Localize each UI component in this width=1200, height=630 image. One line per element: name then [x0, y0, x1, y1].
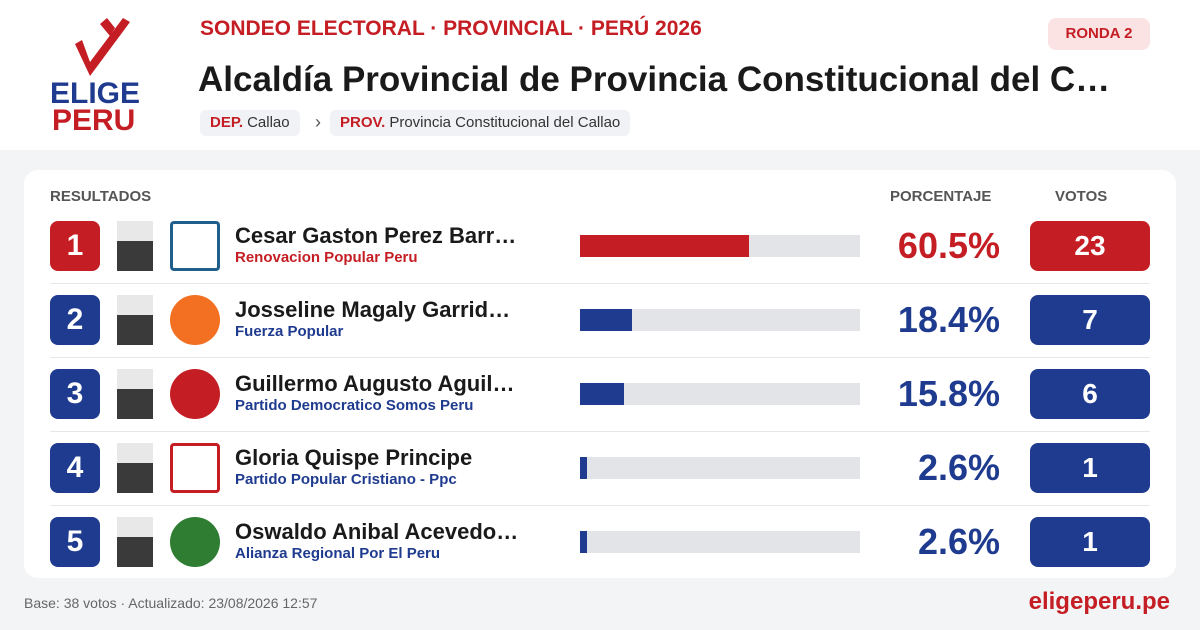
title: Alcaldía Provincial de Provincia Constit…	[198, 60, 1111, 99]
row-separator	[50, 283, 1150, 284]
votes: 23	[1030, 221, 1150, 271]
dep: Callao	[247, 114, 290, 131]
rank: 2	[50, 295, 100, 345]
percentage: 2.6%	[917, 521, 1000, 562]
prov: Provincia Constitucional del Callao	[389, 114, 621, 131]
party-name: Renovacion Popular Peru	[235, 249, 418, 266]
brand-line1: ELIGE	[50, 77, 141, 110]
candidate-name: Cesar Gaston Perez Barr…	[235, 223, 517, 248]
bar-track	[580, 531, 860, 553]
footer-site: eligeperu.pe	[1028, 588, 1170, 615]
row-separator	[50, 505, 1150, 506]
votes: 6	[1030, 369, 1150, 419]
percentage: 2.6%	[917, 447, 1000, 488]
prov-pill: PROV. Provincia Constitucional del Callao	[330, 110, 631, 136]
crumb-sep: ›	[315, 112, 321, 132]
candidate-name: Oswaldo Anibal Acevedo…	[235, 519, 519, 544]
candidate-name: Guillermo Augusto Aguil…	[235, 371, 515, 396]
candidate-photo	[117, 221, 153, 271]
party-logo	[170, 517, 220, 567]
bar-track	[580, 457, 860, 479]
party-name: Alianza Regional Por El Peru	[235, 545, 441, 562]
kicker: SONDEO ELECTORAL · PROVINCIAL · PERÚ 202…	[200, 17, 702, 40]
bar	[580, 309, 632, 331]
bar-track	[580, 309, 860, 331]
dep-label: DEP.	[210, 114, 244, 131]
footer-note: Base: 38 votos · Actualizado: 23/08/2026…	[24, 595, 318, 611]
party-logo	[170, 443, 220, 493]
bar	[580, 457, 588, 479]
bar	[580, 383, 625, 405]
candidate-name: Josseline Magaly Garrid…	[235, 297, 511, 322]
bar-track	[580, 383, 860, 405]
party-name: Partido Democratico Somos Peru	[235, 397, 474, 414]
col-percent: PORCENTAJE	[890, 188, 992, 205]
candidate-photo	[117, 517, 153, 567]
party-name: Partido Popular Cristiano - Ppc	[235, 471, 457, 488]
candidate-photo	[117, 295, 153, 345]
percentage: 15.8%	[897, 373, 1000, 414]
col-votes: VOTOS	[1055, 188, 1108, 205]
percentage: 18.4%	[897, 299, 1000, 340]
rank: 5	[50, 517, 100, 567]
brand-mark	[75, 18, 130, 76]
round-badge: RONDA 2	[1048, 18, 1150, 50]
rank: 1	[50, 221, 100, 271]
row-separator	[50, 357, 1150, 358]
party-logo	[170, 295, 220, 345]
party-logo	[170, 221, 220, 271]
candidate-photo	[117, 443, 153, 493]
candidate-photo	[117, 369, 153, 419]
bar	[580, 531, 588, 553]
votes: 1	[1030, 517, 1150, 567]
rank: 3	[50, 369, 100, 419]
votes: 7	[1030, 295, 1150, 345]
bar	[580, 235, 750, 257]
dep-pill: DEP. Callao	[200, 110, 300, 136]
candidate-name: Gloria Quispe Principe	[235, 445, 473, 470]
party-name: Fuerza Popular	[235, 323, 344, 340]
col-results: RESULTADOS	[50, 188, 152, 205]
row-separator	[50, 431, 1150, 432]
rank: 4	[50, 443, 100, 493]
party-logo	[170, 369, 220, 419]
brand-line2: PERU	[52, 104, 136, 137]
prov-label: PROV.	[340, 114, 386, 131]
percentage: 60.5%	[897, 225, 1000, 266]
votes: 1	[1030, 443, 1150, 493]
